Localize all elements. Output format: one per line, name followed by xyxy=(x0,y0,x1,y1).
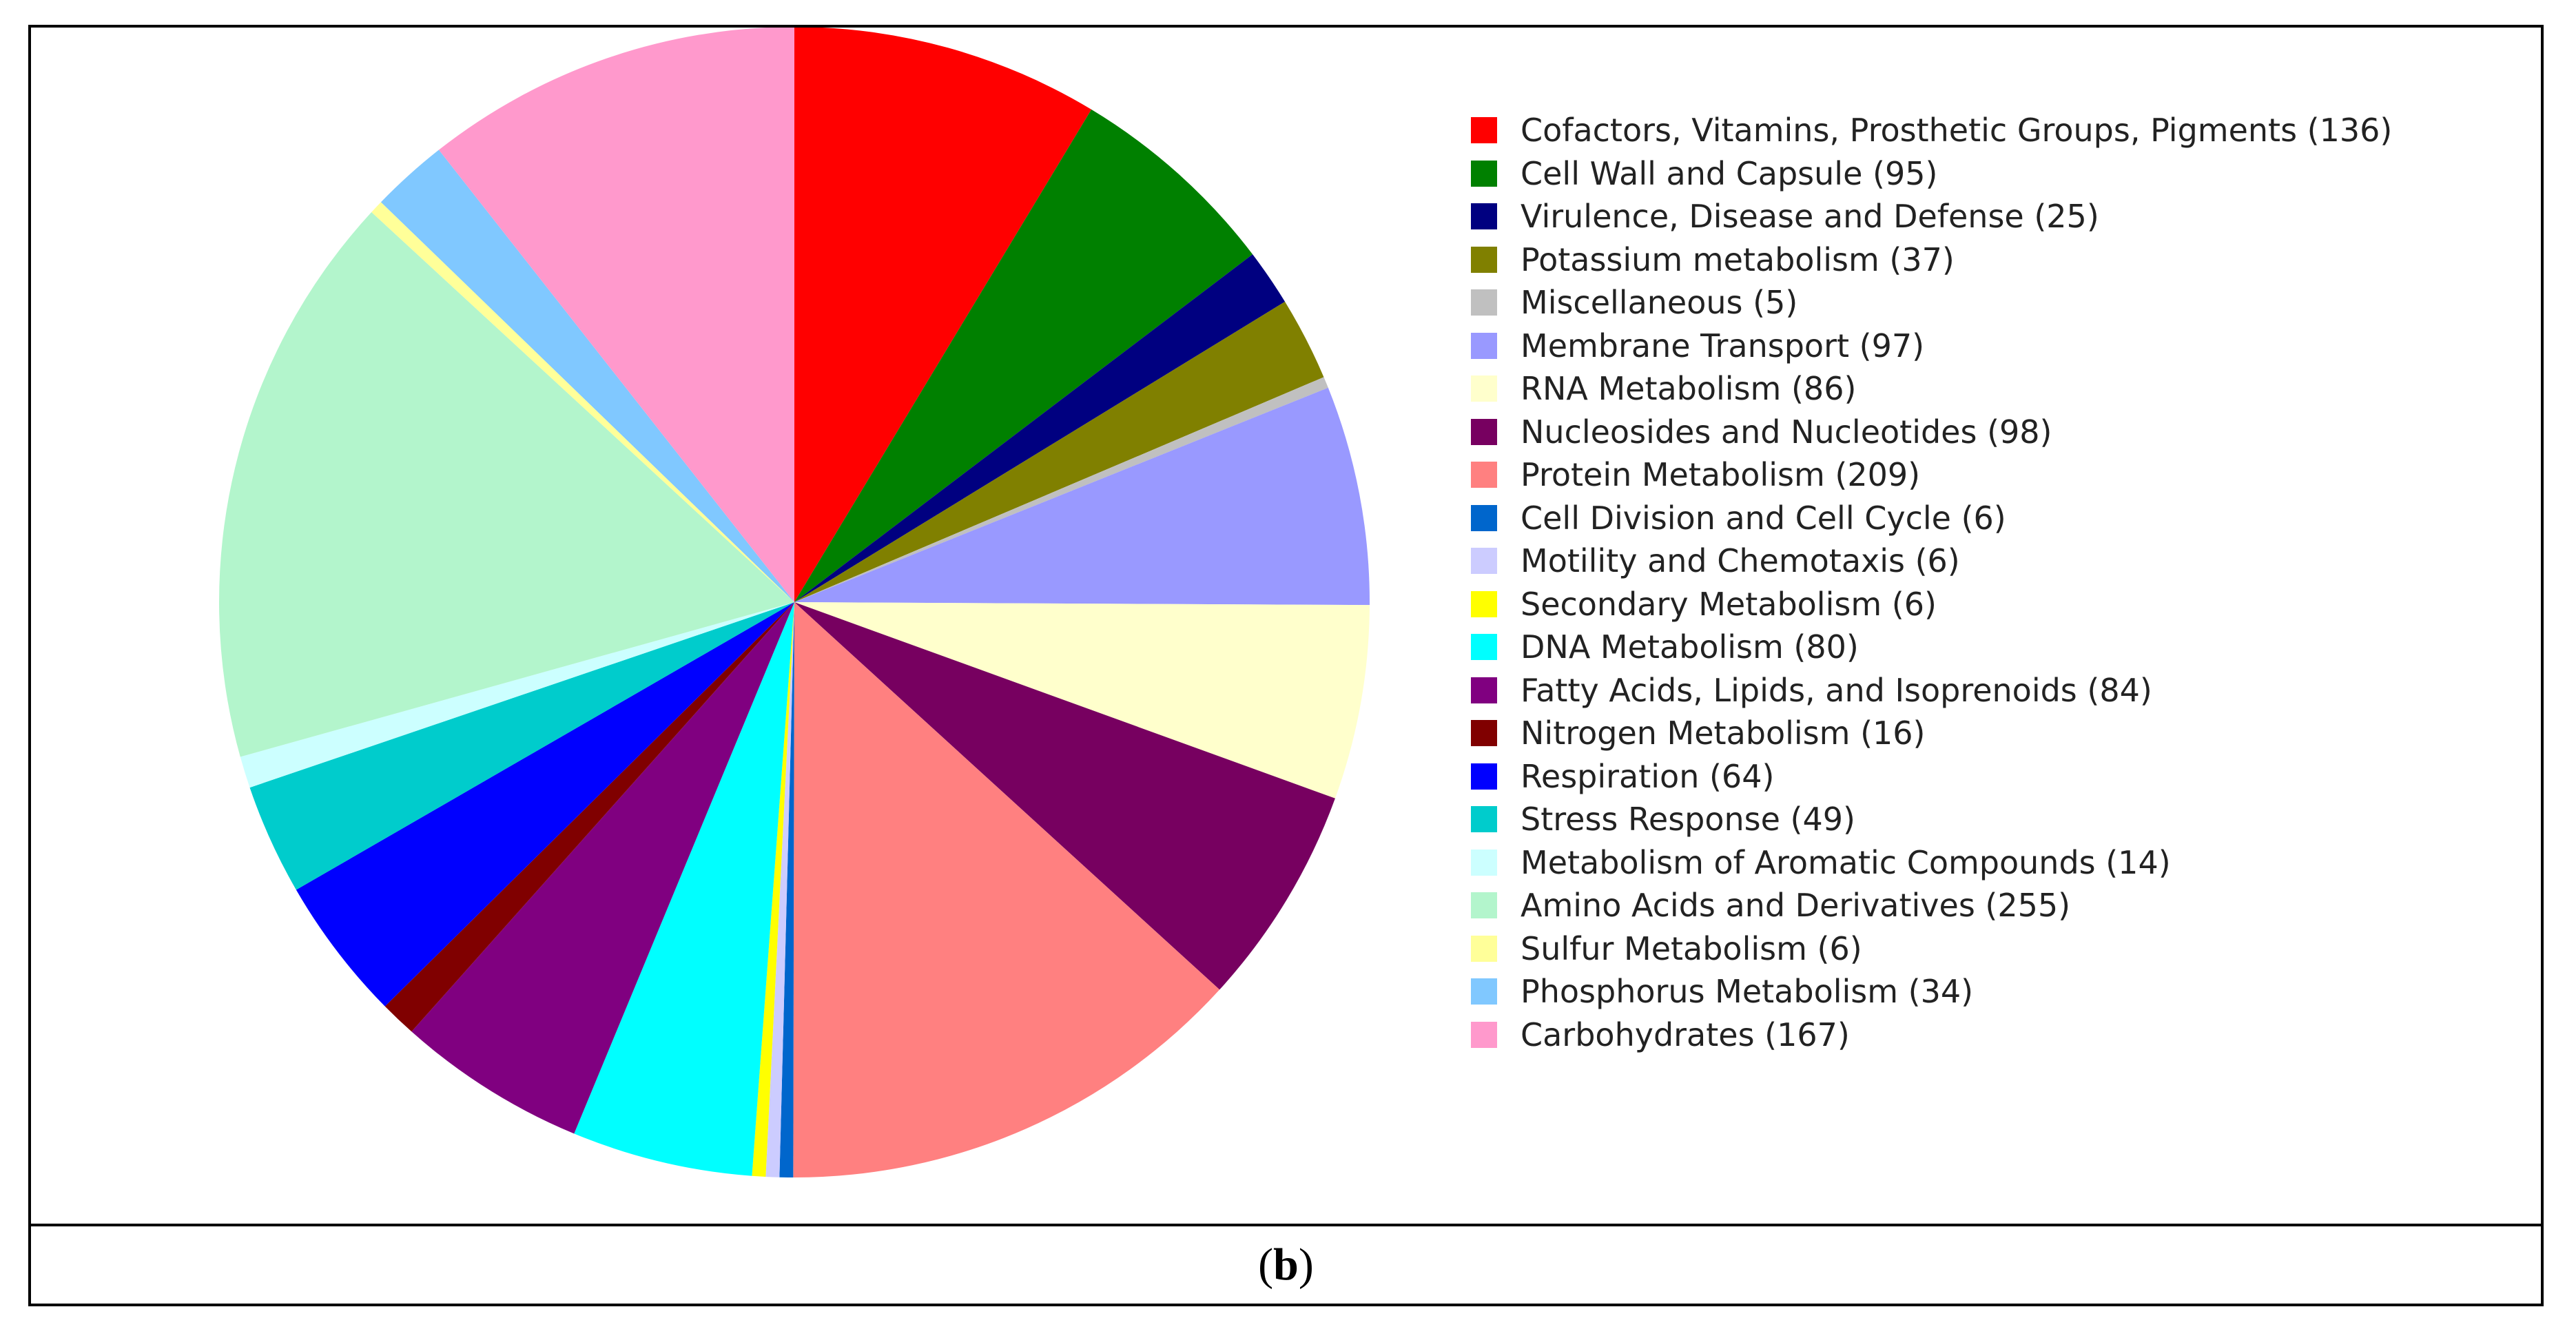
legend-label: Sulfur Metabolism (6) xyxy=(1521,929,1862,967)
pie-slice-virulence-disease-and-defense xyxy=(794,254,1286,602)
legend-label: Metabolism of Aromatic Compounds (14) xyxy=(1521,843,2171,881)
legend-label: Protein Metabolism (209) xyxy=(1521,456,1921,494)
pie-slice-rna-metabolism xyxy=(794,602,1370,799)
pie-slice-potassium-metabolism xyxy=(794,301,1324,602)
legend-item: Respiration (64) xyxy=(1471,755,2392,799)
legend-label: Membrane Transport (97) xyxy=(1521,327,1925,364)
pie-slice-sulfur-metabolism xyxy=(371,202,794,602)
legend-item: Phosphorus Metabolism (34) xyxy=(1471,970,2392,1013)
pie-slice-membrane-transport xyxy=(794,387,1370,606)
legend-item: Potassium metabolism (37) xyxy=(1471,238,2392,282)
legend-label: Motility and Chemotaxis (6) xyxy=(1521,542,1960,580)
legend-swatch xyxy=(1471,203,1497,230)
pie-slice-cell-wall-and-capsule xyxy=(794,109,1253,602)
legend-item: Membrane Transport (97) xyxy=(1471,325,2392,368)
pie-slice-stress-response xyxy=(249,602,794,890)
chart-legend: Cofactors, Vitamins, Prosthetic Groups, … xyxy=(1471,109,2392,1056)
legend-item: Nitrogen Metabolism (16) xyxy=(1471,712,2392,755)
legend-item: Carbohydrates (167) xyxy=(1471,1013,2392,1057)
legend-item: RNA Metabolism (86) xyxy=(1471,367,2392,411)
legend-swatch xyxy=(1471,978,1497,1005)
legend-swatch xyxy=(1471,548,1497,575)
legend-swatch xyxy=(1471,246,1497,273)
legend-label: Stress Response (49) xyxy=(1521,801,1855,838)
legend-item: Cell Division and Cell Cycle (6) xyxy=(1471,497,2392,540)
legend-swatch xyxy=(1471,462,1497,488)
legend-item: DNA Metabolism (80) xyxy=(1471,626,2392,669)
chart-area: Cofactors, Vitamins, Prosthetic Groups, … xyxy=(31,28,2541,1226)
pie-chart xyxy=(219,28,1370,1178)
legend-label: Miscellaneous (5) xyxy=(1521,284,1798,322)
legend-label: RNA Metabolism (86) xyxy=(1521,370,1857,408)
pie-slice-carbohydrates xyxy=(438,28,794,602)
legend-label: Fatty Acids, Lipids, and Isoprenoids (84… xyxy=(1521,671,2152,709)
legend-swatch xyxy=(1471,806,1497,833)
legend-swatch xyxy=(1471,849,1497,876)
legend-swatch xyxy=(1471,720,1497,747)
legend-swatch xyxy=(1471,504,1497,531)
legend-swatch xyxy=(1471,1021,1497,1048)
legend-item: Sulfur Metabolism (6) xyxy=(1471,927,2392,971)
legend-swatch xyxy=(1471,117,1497,144)
legend-label: Cell Division and Cell Cycle (6) xyxy=(1521,499,2006,537)
legend-item: Amino Acids and Derivatives (255) xyxy=(1471,884,2392,927)
legend-swatch xyxy=(1471,590,1497,617)
pie-slice-nucleosides-and-nucleotides xyxy=(794,602,1335,990)
legend-item: Motility and Chemotaxis (6) xyxy=(1471,539,2392,583)
pie-slice-miscellaneous xyxy=(794,377,1328,602)
legend-item: Stress Response (49) xyxy=(1471,798,2392,841)
legend-swatch xyxy=(1471,418,1497,445)
legend-swatch xyxy=(1471,677,1497,703)
legend-item: Protein Metabolism (209) xyxy=(1471,453,2392,497)
pie-slice-amino-acids-and-derivatives xyxy=(219,212,794,757)
figure-caption: (b) xyxy=(31,1226,2541,1304)
pie-slice-cofactors-vitamins-prosthetic-groups-pigments xyxy=(794,28,1092,602)
pie-slice-nitrogen-metabolism xyxy=(384,602,794,1032)
legend-swatch xyxy=(1471,289,1497,316)
caption-label: b xyxy=(1273,1239,1299,1290)
pie-slice-fatty-acids-lipids-and-isoprenoids xyxy=(411,602,794,1134)
legend-label: DNA Metabolism (80) xyxy=(1521,628,1859,666)
legend-swatch xyxy=(1471,375,1497,402)
caption-close-paren: ) xyxy=(1298,1239,1314,1290)
pie-slice-cell-division-and-cell-cycle xyxy=(779,602,794,1177)
legend-label: Phosphorus Metabolism (34) xyxy=(1521,973,1974,1011)
legend-item: Fatty Acids, Lipids, and Isoprenoids (84… xyxy=(1471,669,2392,712)
legend-item: Virulence, Disease and Defense (25) xyxy=(1471,195,2392,238)
pie-slice-dna-metabolism xyxy=(574,602,794,1176)
legend-item: Secondary Metabolism (6) xyxy=(1471,583,2392,626)
legend-label: Amino Acids and Derivatives (255) xyxy=(1521,887,2071,925)
legend-label: Secondary Metabolism (6) xyxy=(1521,585,1937,623)
legend-item: Metabolism of Aromatic Compounds (14) xyxy=(1471,841,2392,885)
pie-slice-metabolism-of-aromatic-compounds xyxy=(240,602,794,788)
pie-slice-phosphorus-metabolism xyxy=(380,150,794,603)
figure-frame: Cofactors, Vitamins, Prosthetic Groups, … xyxy=(28,25,2544,1306)
legend-swatch xyxy=(1471,160,1497,187)
legend-label: Nitrogen Metabolism (16) xyxy=(1521,714,1926,752)
legend-label: Nucleosides and Nucleotides (98) xyxy=(1521,413,2052,451)
pie-slice-respiration xyxy=(296,602,794,1007)
legend-item: Miscellaneous (5) xyxy=(1471,281,2392,325)
legend-swatch xyxy=(1471,763,1497,790)
legend-label: Virulence, Disease and Defense (25) xyxy=(1521,198,2099,236)
legend-item: Nucleosides and Nucleotides (98) xyxy=(1471,411,2392,454)
legend-swatch xyxy=(1471,935,1497,962)
legend-item: Cofactors, Vitamins, Prosthetic Groups, … xyxy=(1471,109,2392,152)
pie-slice-motility-and-chemotaxis xyxy=(765,602,794,1177)
legend-label: Cofactors, Vitamins, Prosthetic Groups, … xyxy=(1521,112,2393,150)
legend-swatch xyxy=(1471,634,1497,661)
legend-label: Potassium metabolism (37) xyxy=(1521,240,1955,278)
pie-slice-secondary-metabolism xyxy=(752,602,794,1177)
legend-label: Respiration (64) xyxy=(1521,757,1775,795)
legend-swatch xyxy=(1471,892,1497,919)
legend-swatch xyxy=(1471,332,1497,359)
pie-slice-protein-metabolism xyxy=(793,602,1220,1178)
legend-label: Carbohydrates (167) xyxy=(1521,1016,1850,1053)
caption-open-paren: ( xyxy=(1258,1239,1274,1290)
legend-label: Cell Wall and Capsule (95) xyxy=(1521,154,1938,192)
legend-item: Cell Wall and Capsule (95) xyxy=(1471,152,2392,196)
